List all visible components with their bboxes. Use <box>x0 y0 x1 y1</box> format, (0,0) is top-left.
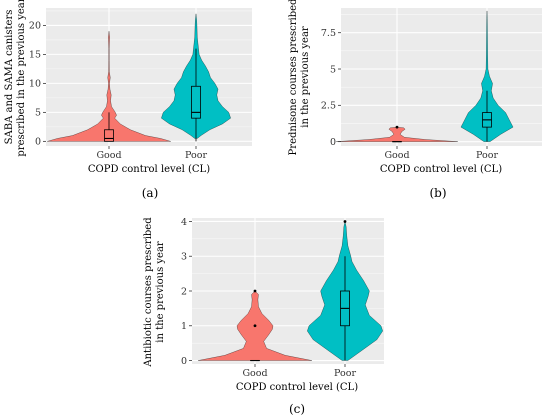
panel-c-y-axis-label-line1: Antibiotic courses prescribed <box>143 217 154 368</box>
panel-b-y-ticks: 0 2.5 5 7.5 <box>321 28 488 149</box>
panel-c-y-tick-label: 4 <box>181 217 187 228</box>
panel-a-y-tick-label: 0 <box>35 137 41 148</box>
panel-a: 0 5 10 15 20 Good Poor COPD control level (C… <box>4 0 252 200</box>
panel-b-violins <box>336 10 514 143</box>
panel-a-y-axis-label-line2: prescribed in the previous year <box>16 0 27 157</box>
panel-b-y-tick-label: 5 <box>330 64 336 75</box>
panel-c-y-axis-label-line2: in the previous year <box>155 241 166 343</box>
panel-a-y-tick-label: 10 <box>29 79 41 90</box>
panel-b-y-tick-label: 0 <box>330 137 336 148</box>
panel-b-x-axis-label: COPD control level (CL) <box>380 164 502 175</box>
panel-b-y-axis-label-line1: Prednisone courses prescribed <box>288 0 299 155</box>
panel-b-y-axis-label-line2: in the previous year <box>300 26 311 128</box>
box-a-good <box>104 129 114 142</box>
box-a-poor <box>191 85 201 119</box>
panel-a-y-ticks: 0 5 10 15 20 <box>29 21 197 149</box>
panel-c-label: (c) <box>289 402 305 416</box>
panel-c-y-tick-label: 1 <box>181 321 187 332</box>
panel-a-y-axis-label-line1: SABA and SAMA canisters <box>4 10 15 145</box>
panel-c-y-ticks: 0 1 2 3 4 <box>181 217 346 367</box>
outlier-c-good <box>253 324 257 328</box>
violin-b-good <box>336 126 458 142</box>
panel-a-y-tick-label: 5 <box>35 108 41 119</box>
panel-a-x-axis-label: COPD control level (CL) <box>88 164 210 175</box>
outlier-b-good <box>395 125 399 129</box>
panel-c-y-tick-label: 0 <box>181 356 187 367</box>
panel-b-x-tick-poor: Poor <box>476 150 498 161</box>
outlier-c-good <box>253 289 257 293</box>
panel-a-label: (a) <box>142 186 159 200</box>
panel-c-x-tick-good: Good <box>242 368 267 379</box>
panel-b-x-tick-good: Good <box>384 150 409 161</box>
panel-a-background <box>46 8 252 146</box>
panel-c-y-tick-label: 3 <box>181 252 187 263</box>
violin-b-poor <box>460 10 514 142</box>
panel-b-y-tick-label: 2.5 <box>321 101 336 112</box>
panel-a-violins <box>47 13 231 142</box>
panel-c-x-axis-label: COPD control level (CL) <box>236 382 358 393</box>
panel-b-label: (b) <box>429 186 446 200</box>
panel-b: 0 2.5 5 7.5 Good Poor COPD control level (C… <box>288 0 542 200</box>
violin-a-good <box>47 31 171 142</box>
outlier-c-poor <box>343 220 347 223</box>
panel-c-x-tick-poor: Poor <box>334 368 356 379</box>
panel-c-y-tick-label: 2 <box>181 286 187 297</box>
panel-a-y-tick-label: 20 <box>29 21 41 32</box>
panel-a-y-tick-label: 15 <box>29 50 41 61</box>
panel-a-x-tick-good: Good <box>96 150 121 161</box>
panel-b-y-tick-label: 7.5 <box>321 28 336 39</box>
panel-c-violins <box>198 220 383 362</box>
panel-a-x-tick-poor: Poor <box>185 150 207 161</box>
